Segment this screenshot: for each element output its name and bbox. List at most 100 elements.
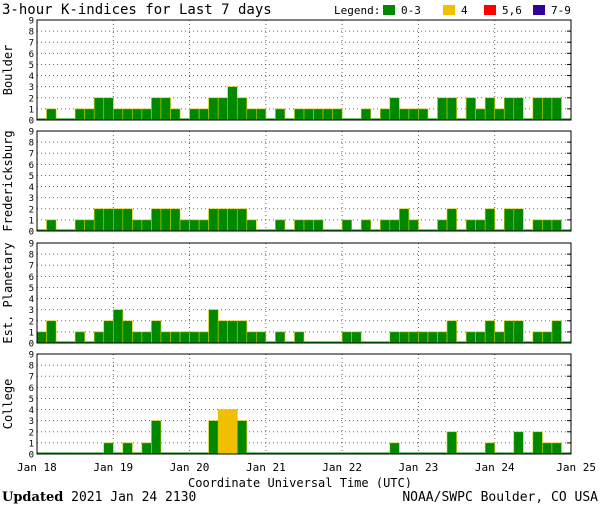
k-index-bar bbox=[294, 452, 304, 454]
k-index-bar bbox=[160, 97, 171, 121]
k-index-bar bbox=[112, 108, 124, 121]
legend-label: Legend: bbox=[334, 4, 380, 17]
k-index-bar bbox=[399, 452, 409, 454]
k-index-bar bbox=[456, 341, 467, 343]
panel-frame bbox=[36, 242, 572, 344]
panel-name: College bbox=[1, 379, 15, 430]
k-index-bar bbox=[323, 341, 333, 343]
legend-entry-label: 0-3 bbox=[401, 4, 421, 17]
y-tick-label: 9 bbox=[29, 240, 34, 250]
k-index-bar bbox=[93, 208, 105, 232]
k-index-bar bbox=[74, 331, 85, 344]
k-index-bar bbox=[446, 97, 457, 121]
k-index-bar bbox=[46, 452, 57, 454]
k-index-bar bbox=[532, 431, 543, 455]
k-index-bar bbox=[379, 108, 391, 121]
y-tick-label: 0 bbox=[29, 451, 34, 461]
k-index-bar bbox=[475, 452, 486, 454]
panel-name: Boulder bbox=[1, 45, 15, 96]
y-tick-label: 7 bbox=[29, 262, 34, 272]
k-index-bar bbox=[551, 320, 562, 344]
x-tick-label: Jan 20 bbox=[170, 461, 210, 474]
k-index-bar bbox=[437, 97, 448, 121]
k-index-bar bbox=[551, 219, 562, 232]
k-index-bar bbox=[132, 219, 143, 232]
k-index-bar bbox=[532, 331, 543, 344]
legend-entry-label: 5,6 bbox=[502, 4, 522, 17]
k-index-bar bbox=[294, 331, 305, 344]
y-tick-label: 5 bbox=[29, 172, 34, 182]
legend-entry-label: 7-9 bbox=[551, 4, 571, 17]
k-index-bar bbox=[84, 452, 95, 454]
k-index-bar bbox=[36, 331, 47, 344]
k-index-bar bbox=[265, 229, 276, 231]
y-tick-label: 8 bbox=[29, 139, 34, 149]
k-index-bar bbox=[56, 118, 66, 120]
panel-frame bbox=[36, 19, 572, 121]
k-index-bar bbox=[46, 219, 57, 232]
k-index-bar bbox=[561, 341, 571, 343]
k-index-bar bbox=[208, 420, 219, 455]
k-index-bar bbox=[380, 341, 390, 343]
x-tick-label: Jan 19 bbox=[93, 461, 133, 474]
k-index-bar bbox=[236, 208, 248, 232]
k-index-bar bbox=[112, 309, 124, 344]
legend-entry-label: 4 bbox=[461, 4, 468, 17]
x-axis: Jan 18 Jan 19 Jan 20 Jan 21 Jan 22 Jan 23 Jan … bbox=[17, 461, 596, 474]
k-index-bar bbox=[217, 208, 229, 232]
y-tick-label: 7 bbox=[29, 373, 34, 383]
k-index-bar bbox=[513, 97, 524, 121]
k-index-bar bbox=[342, 118, 352, 120]
k-index-bar bbox=[361, 341, 371, 343]
x-tick-label: Jan 25 bbox=[556, 461, 596, 474]
k-index-bar bbox=[132, 108, 143, 121]
k-index-bar bbox=[313, 341, 324, 343]
k-index-bar bbox=[313, 452, 324, 454]
k-index-bar bbox=[446, 320, 457, 344]
y-tick-label: 0 bbox=[29, 117, 34, 127]
k-index-bar bbox=[523, 452, 533, 454]
y-tick-label: 3 bbox=[29, 306, 34, 316]
k-index-bar bbox=[198, 331, 209, 344]
k-index-bar bbox=[284, 229, 295, 231]
k-index-bar bbox=[37, 452, 47, 454]
x-tick-label: Jan 24 bbox=[475, 461, 515, 474]
y-tick-label: 4 bbox=[29, 295, 34, 305]
updated-line: Updated 2021 Jan 24 2130 bbox=[2, 490, 196, 506]
y-tick-label: 6 bbox=[29, 161, 34, 171]
k-index-bar bbox=[151, 97, 162, 121]
k-index-bar bbox=[56, 341, 66, 343]
y-tick-label: 5 bbox=[29, 395, 34, 405]
k-index-bar bbox=[180, 118, 190, 120]
k-index-bar bbox=[122, 108, 133, 121]
k-index-bar bbox=[332, 108, 343, 121]
legend-swatch bbox=[484, 5, 496, 15]
k-index-bar bbox=[532, 219, 543, 232]
k-index-bar bbox=[494, 331, 505, 344]
k-index-bar bbox=[542, 331, 553, 344]
y-tick-label: 3 bbox=[29, 417, 34, 427]
k-index-bar bbox=[484, 97, 496, 121]
k-index-bar bbox=[399, 331, 410, 344]
k-index-bar bbox=[132, 331, 143, 344]
k-index-bar bbox=[265, 452, 276, 454]
k-index-bar bbox=[561, 118, 571, 120]
k-index-bar bbox=[275, 108, 286, 121]
y-tick-label: 0 bbox=[29, 340, 34, 350]
k-index-bar bbox=[170, 331, 181, 344]
y-tick-label: 3 bbox=[29, 83, 34, 93]
legend-swatch bbox=[383, 5, 395, 15]
k-index-bar bbox=[465, 331, 476, 344]
k-index-bar bbox=[389, 442, 400, 455]
k-index-bar bbox=[217, 97, 229, 121]
k-index-bar bbox=[456, 229, 467, 231]
y-tick-label: 8 bbox=[29, 28, 34, 38]
k-index-bar bbox=[265, 341, 276, 343]
k-index-bar bbox=[84, 219, 95, 232]
k-index-bar bbox=[74, 108, 85, 121]
panel-frame bbox=[36, 353, 572, 455]
k-index-bar bbox=[151, 420, 162, 455]
k-index-bar bbox=[532, 97, 543, 121]
